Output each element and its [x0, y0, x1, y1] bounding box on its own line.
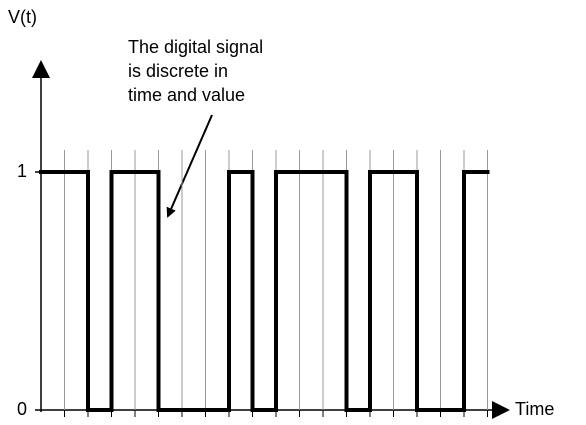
- annotation-line: The digital signal: [128, 37, 263, 57]
- y-axis-label: V(t): [8, 7, 37, 27]
- y-tick-label: 0: [17, 399, 27, 419]
- annotation-arrow: [166, 114, 213, 218]
- x-axis-label: Time: [515, 399, 554, 419]
- annotation-line: time and value: [128, 85, 245, 105]
- y-tick-label: 1: [17, 161, 27, 181]
- annotation-line: is discrete in: [128, 61, 228, 81]
